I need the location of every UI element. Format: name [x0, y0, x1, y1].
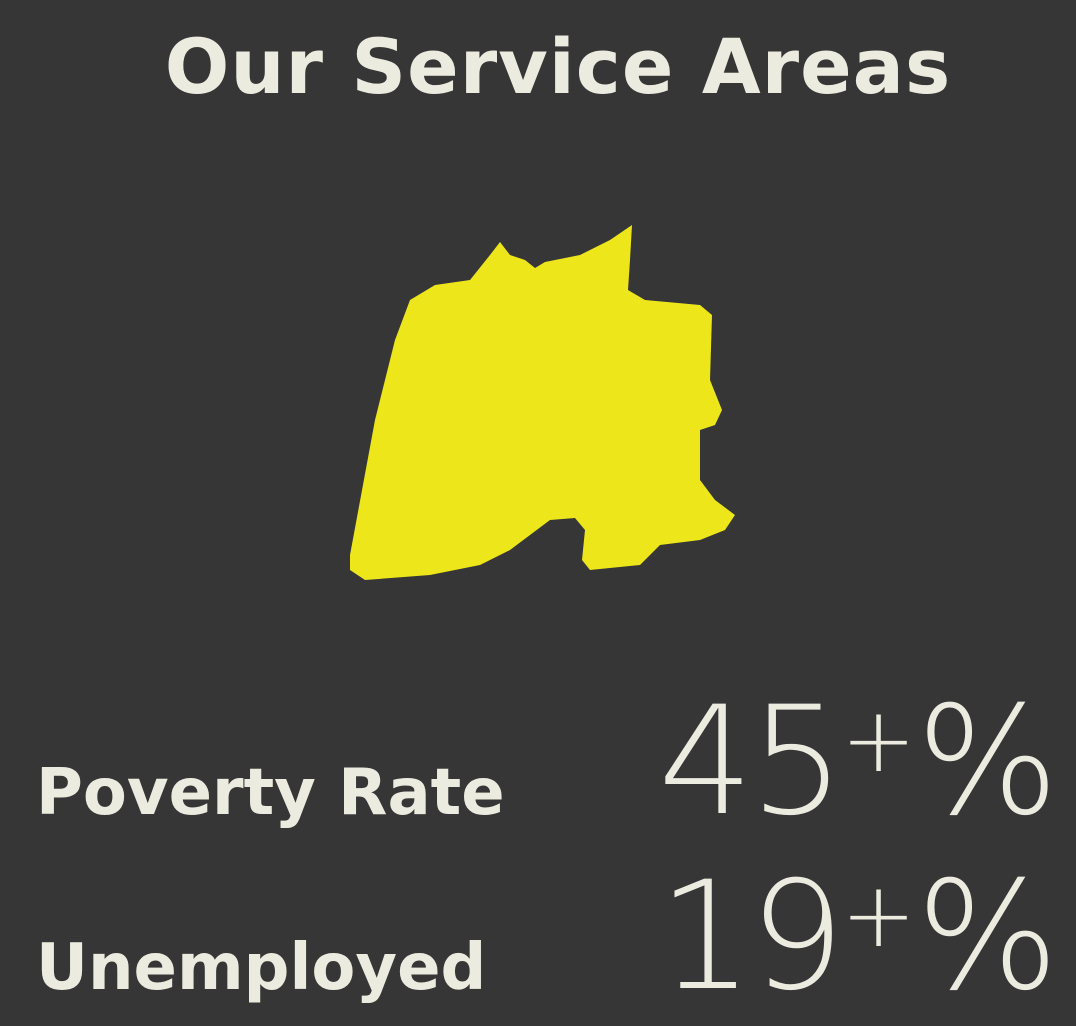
service-area-shape	[350, 225, 735, 580]
stat-sup: +	[840, 688, 917, 793]
title: Our Service Areas	[164, 22, 952, 111]
stat-row: Poverty Rate 45+%	[0, 655, 1076, 837]
stat-unit: %	[916, 850, 1059, 1024]
stat-row: Unemployed 19+%	[0, 830, 1076, 1012]
stat-number: 45	[658, 675, 845, 849]
stat-value: 19+%	[658, 862, 1059, 1012]
stat-number: 19	[658, 850, 845, 1024]
stat-label: Unemployed	[36, 931, 487, 1005]
stat-value: 45+%	[658, 687, 1059, 837]
stat-unit: %	[916, 675, 1059, 849]
stat-sup: +	[840, 863, 917, 968]
stat-label: Poverty Rate	[36, 756, 505, 830]
